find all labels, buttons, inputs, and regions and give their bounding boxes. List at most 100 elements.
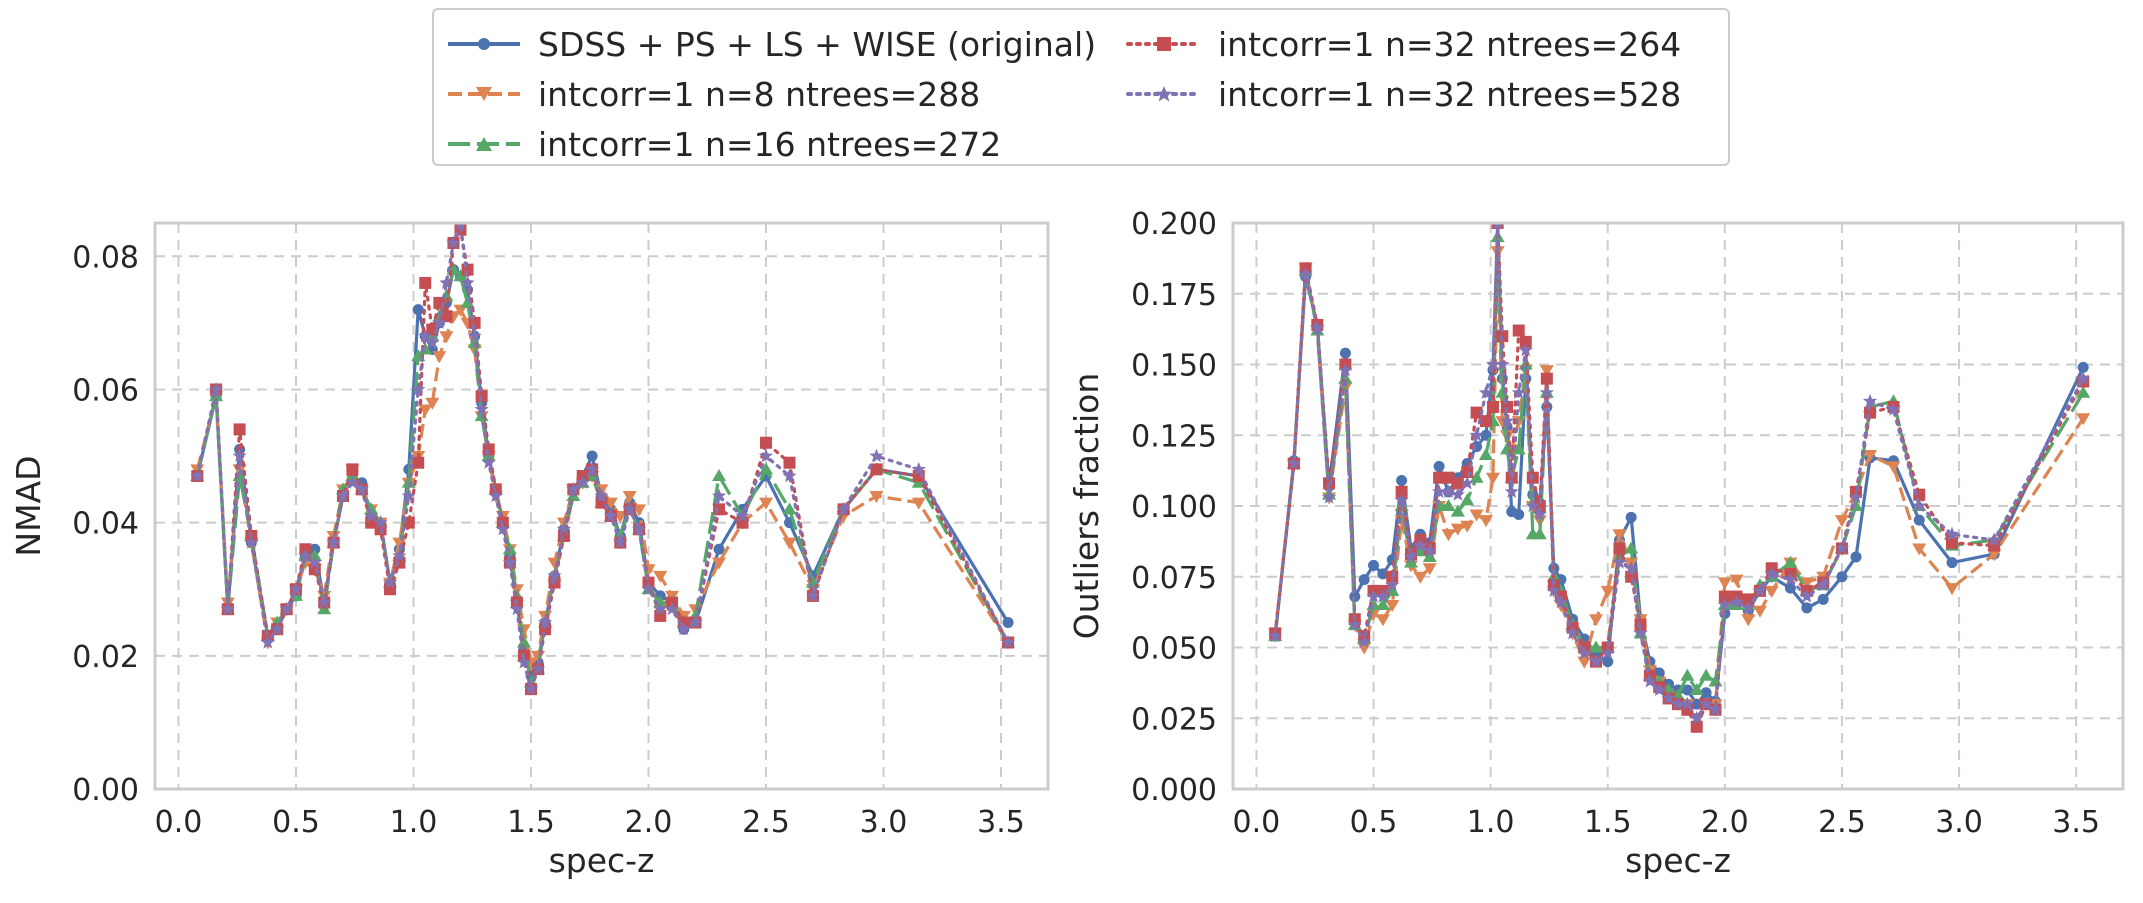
data-point-n8	[1912, 543, 1927, 556]
x-tick-label: 1.0	[390, 805, 438, 840]
nmad-chart: 0.0 0.5 1.0 1.5 2.0 2.5 3.0 3.5 0.00 0.02 0.04 0.06…	[9, 221, 1050, 880]
data-point-original	[1817, 593, 1829, 605]
data-point-n32-528	[1741, 600, 1756, 614]
data-point-n16	[364, 502, 379, 515]
data-point-n16	[2076, 385, 2091, 398]
data-point-n8	[1886, 461, 1901, 474]
data-point-n32-528	[1553, 594, 1568, 609]
data-point-n8	[1485, 472, 1500, 485]
data-layer	[190, 223, 1016, 696]
data-point-n32-528	[1403, 549, 1419, 563]
data-point-n32-528	[1577, 645, 1592, 660]
data-point-n32-528	[1642, 674, 1657, 688]
y-tick-label: 0.025	[1131, 702, 1217, 737]
data-point-n32-264	[1512, 324, 1525, 337]
y-tick-label: 0.06	[72, 373, 139, 408]
legend-label-n32-264: intcorr=1 n=32 ntrees=264	[1218, 24, 1682, 64]
data-point-n32-528	[373, 515, 388, 529]
data-point-n32-528	[1987, 532, 2002, 546]
data-point-original	[2077, 361, 2089, 373]
data-point-n32-528	[270, 621, 285, 636]
data-point-n32-528	[1912, 498, 1927, 513]
data-point-n32-264	[419, 276, 432, 289]
data-point-n32-528	[220, 601, 235, 616]
data-point-original	[1946, 557, 1958, 569]
y-tick-label: 0.075	[1131, 561, 1217, 596]
data-point-n8	[1577, 656, 1592, 669]
y-tick-label: 0.00	[72, 773, 139, 808]
legend: SDSS + PS + LS + WISE (original) intcorr…	[432, 8, 1730, 166]
data-point-n8	[1834, 515, 1849, 528]
data-point-n32-528	[317, 595, 332, 609]
data-point-n16	[1783, 555, 1798, 568]
data-point-n32-528	[711, 488, 727, 503]
data-point-n16	[1422, 549, 1437, 562]
data-point-n32-264	[1451, 477, 1464, 490]
data-point-n32-528	[209, 382, 224, 396]
data-point-n32-528	[585, 461, 600, 476]
data-point-n16	[1511, 442, 1526, 455]
data-point-n32-528	[1338, 362, 1353, 377]
x-tick-label: 3.0	[860, 805, 908, 840]
data-point-original	[1002, 617, 1014, 629]
data-point-n32-528	[1321, 490, 1337, 504]
data-point-n32-528	[244, 535, 259, 549]
data-point-n16	[759, 462, 773, 475]
legend-swatch-n8	[448, 87, 520, 101]
data-point-original	[1433, 460, 1445, 472]
data-point-n32-264	[1442, 471, 1455, 484]
data-point-n32-528	[622, 501, 637, 516]
data-point-n32-528	[688, 615, 703, 629]
y-tick-label: 0.050	[1131, 632, 1217, 667]
data-point-n8	[1413, 571, 1428, 584]
data-point-n32-528	[530, 661, 546, 676]
data-point-n32-528	[1441, 484, 1456, 498]
data-point-n32-264	[713, 503, 725, 516]
data-point-n16	[1699, 668, 1714, 681]
data-point-n32-528	[411, 382, 426, 396]
data-point-n32-528	[288, 581, 304, 596]
data-point-n8	[1752, 605, 1767, 618]
x-tick-label: 1.0	[1467, 805, 1515, 840]
data-point-n32-528	[432, 315, 447, 329]
data-point-n32-264	[1540, 372, 1553, 385]
data-point-n32-264	[1718, 590, 1731, 603]
data-point-n32-528	[1752, 583, 1768, 597]
data-point-n32-528	[1310, 320, 1325, 334]
data-point-n32-528	[1708, 702, 1723, 716]
data-point-n32-528	[481, 455, 496, 469]
data-point-n8	[1469, 509, 1484, 522]
data-point-n32-528	[1783, 572, 1798, 586]
data-point-original	[1368, 559, 1380, 571]
y-tick-label: 0.125	[1131, 419, 1217, 454]
legend-swatch-original	[448, 38, 520, 50]
x-tick-label: 0.0	[155, 805, 203, 840]
data-point-n16	[1460, 493, 1475, 506]
data-point-n16	[1624, 541, 1639, 554]
data-point-n32-264	[412, 456, 425, 469]
legend-label-original: SDSS + PS + LS + WISE (original)	[538, 24, 1097, 64]
data-point-n32-528	[782, 468, 797, 483]
data-point-n16	[1589, 640, 1604, 653]
y-tick-label: 0.02	[72, 640, 139, 675]
data-point-n32-528	[364, 508, 379, 523]
data-point-original	[1377, 568, 1389, 580]
data-point-n8	[1987, 549, 2002, 562]
data-point-n8	[1600, 585, 1615, 598]
data-point-n32-528	[1717, 597, 1732, 612]
data-point-n16	[712, 469, 726, 482]
data-point-n32-528	[1834, 541, 1850, 555]
data-point-n8	[1460, 520, 1475, 533]
data-point-n32-528	[1518, 342, 1533, 357]
data-point-n32-528	[467, 328, 482, 343]
data-point-n32-528	[1413, 538, 1428, 552]
data-point-n32-528	[1624, 560, 1639, 575]
data-point-n8	[2076, 413, 2091, 426]
data-layer	[1268, 223, 2091, 733]
data-point-n16	[1450, 504, 1465, 517]
data-point-n32-528	[1385, 577, 1400, 592]
legend-entry-n8: intcorr=1 n=8 ntrees=288	[444, 72, 980, 116]
data-point-n32-528	[1499, 413, 1515, 428]
y-tick-label: 0.000	[1131, 773, 1217, 808]
data-point-n32-528	[1450, 487, 1465, 501]
